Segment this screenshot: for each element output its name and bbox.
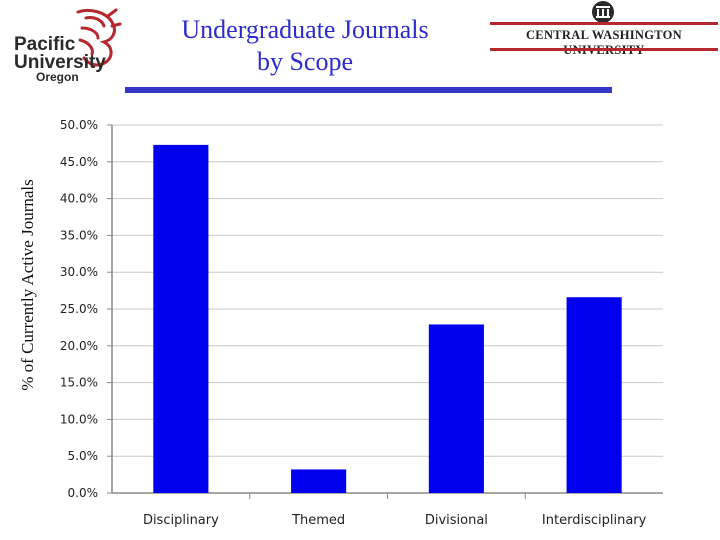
y-tick-label: 15.0% xyxy=(60,376,98,390)
bar xyxy=(566,297,622,493)
y-tick-label: 5.0% xyxy=(68,449,99,463)
y-tick-label: 30.0% xyxy=(60,265,98,279)
logo-line2: University xyxy=(14,52,106,73)
y-tick-label: 50.0% xyxy=(60,118,98,132)
bar xyxy=(291,469,347,493)
cwu-rule-bottom xyxy=(490,48,718,51)
title-underline xyxy=(125,87,612,93)
logo-line3: Oregon xyxy=(36,70,79,84)
boxer-dragon-icon xyxy=(76,8,122,67)
y-tick-label: 25.0% xyxy=(60,302,98,316)
logo-line1: Pacific xyxy=(14,34,76,55)
y-tick-label: 45.0% xyxy=(60,155,98,169)
x-tick-label: Interdisciplinary xyxy=(542,513,647,528)
cwu-rule-top xyxy=(490,22,718,25)
y-tick-label: 0.0% xyxy=(68,486,99,500)
title-line1: Undergraduate Journals xyxy=(181,15,429,44)
slide-title: Undergraduate Journals by Scope xyxy=(130,14,480,78)
x-tick-label: Disciplinary xyxy=(143,513,219,528)
title-line2: by Scope xyxy=(256,47,354,76)
y-tick-label: 20.0% xyxy=(60,339,98,353)
pacific-university-logo xyxy=(76,8,122,67)
building-seal-icon xyxy=(592,1,614,23)
bar xyxy=(153,144,209,493)
cwu-logo xyxy=(592,1,614,23)
x-tick-label: Divisional xyxy=(425,513,488,528)
x-tick-label: Themed xyxy=(291,513,345,528)
y-tick-label: 10.0% xyxy=(60,412,98,426)
y-tick-label: 40.0% xyxy=(60,192,98,206)
bar xyxy=(428,324,484,493)
y-tick-label: 35.0% xyxy=(60,228,98,242)
